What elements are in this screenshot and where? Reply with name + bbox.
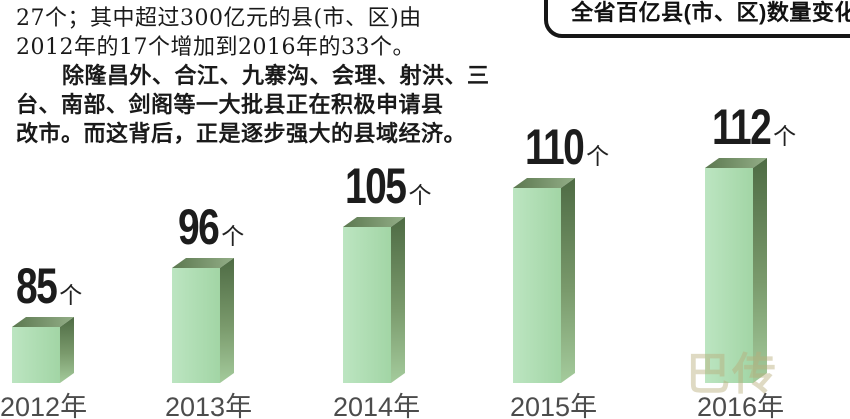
value-label: 105 个 bbox=[345, 158, 432, 214]
bar-side-face bbox=[561, 178, 575, 383]
bar-side-face bbox=[60, 317, 74, 383]
bar-top-face bbox=[705, 158, 767, 168]
bar-front-face bbox=[705, 168, 753, 383]
bar-top-face bbox=[513, 178, 575, 188]
bar-front-face bbox=[172, 268, 220, 383]
year-label: 2015年 bbox=[510, 392, 598, 419]
article-text-block: 27个；其中超过300亿元的县(市、区)由 2012年的17个增加到2016年的3… bbox=[16, 4, 490, 149]
year-label: 2014年 bbox=[333, 392, 421, 419]
value-number: 96 bbox=[178, 199, 220, 255]
article-line: 除隆昌外、合江、九寨沟、会理、射洪、三 bbox=[62, 64, 490, 89]
year-label: 2013年 bbox=[165, 392, 253, 419]
chart-title: 全省百亿县(市、区)数量变化 bbox=[571, 0, 850, 25]
bar-front-face bbox=[12, 327, 60, 383]
article-paragraph-1: 27个；其中超过300亿元的县(市、区)由 2012年的17个增加到2016年的3… bbox=[16, 4, 476, 62]
value-number: 85 bbox=[16, 258, 58, 314]
bar-3d bbox=[705, 158, 767, 383]
article-line: 改市。而这背后，正是逐步强大的县域经济。 bbox=[16, 122, 467, 147]
bar-3d bbox=[513, 178, 575, 383]
bar-side-face bbox=[753, 158, 767, 383]
value-number: 105 bbox=[345, 158, 407, 214]
year-label: 2016年 bbox=[697, 392, 785, 419]
value-unit: 个 bbox=[773, 123, 797, 149]
value-number: 110 bbox=[525, 119, 585, 175]
bar-side-face bbox=[391, 217, 405, 383]
year-label: 2012年 bbox=[0, 392, 88, 419]
bar-3d bbox=[172, 258, 234, 383]
value-unit: 个 bbox=[408, 182, 432, 208]
bar-3d bbox=[12, 317, 74, 383]
value-unit: 个 bbox=[586, 143, 610, 169]
bar-front-face bbox=[343, 227, 391, 383]
value-unit: 个 bbox=[59, 282, 83, 308]
value-label: 85 个 bbox=[16, 258, 83, 314]
bar-top-face bbox=[12, 317, 74, 327]
value-unit: 个 bbox=[221, 223, 245, 249]
article-line: 27个；其中超过300亿元的县(市、区)由 bbox=[16, 6, 422, 31]
bar-top-face bbox=[343, 217, 405, 227]
bar-3d bbox=[343, 217, 405, 383]
chart-title-banner: 全省百亿县(市、区)数量变化 bbox=[544, 0, 850, 38]
article-line: 台、南部、剑阁等一大批县正在积极申请县 bbox=[16, 93, 444, 118]
bar-front-face bbox=[513, 188, 561, 383]
bar-side-face bbox=[220, 258, 234, 383]
value-label: 112 个 bbox=[712, 99, 797, 155]
value-number: 112 bbox=[712, 99, 772, 155]
value-label: 96 个 bbox=[178, 199, 245, 255]
value-label: 110 个 bbox=[525, 119, 610, 175]
article-paragraph-2: 除隆昌外、合江、九寨沟、会理、射洪、三台、南部、剑阁等一大批县正在积极申请县 改市… bbox=[16, 62, 490, 149]
bar-top-face bbox=[172, 258, 234, 268]
article-line: 2012年的17个增加到2016年的33个。 bbox=[16, 35, 415, 60]
